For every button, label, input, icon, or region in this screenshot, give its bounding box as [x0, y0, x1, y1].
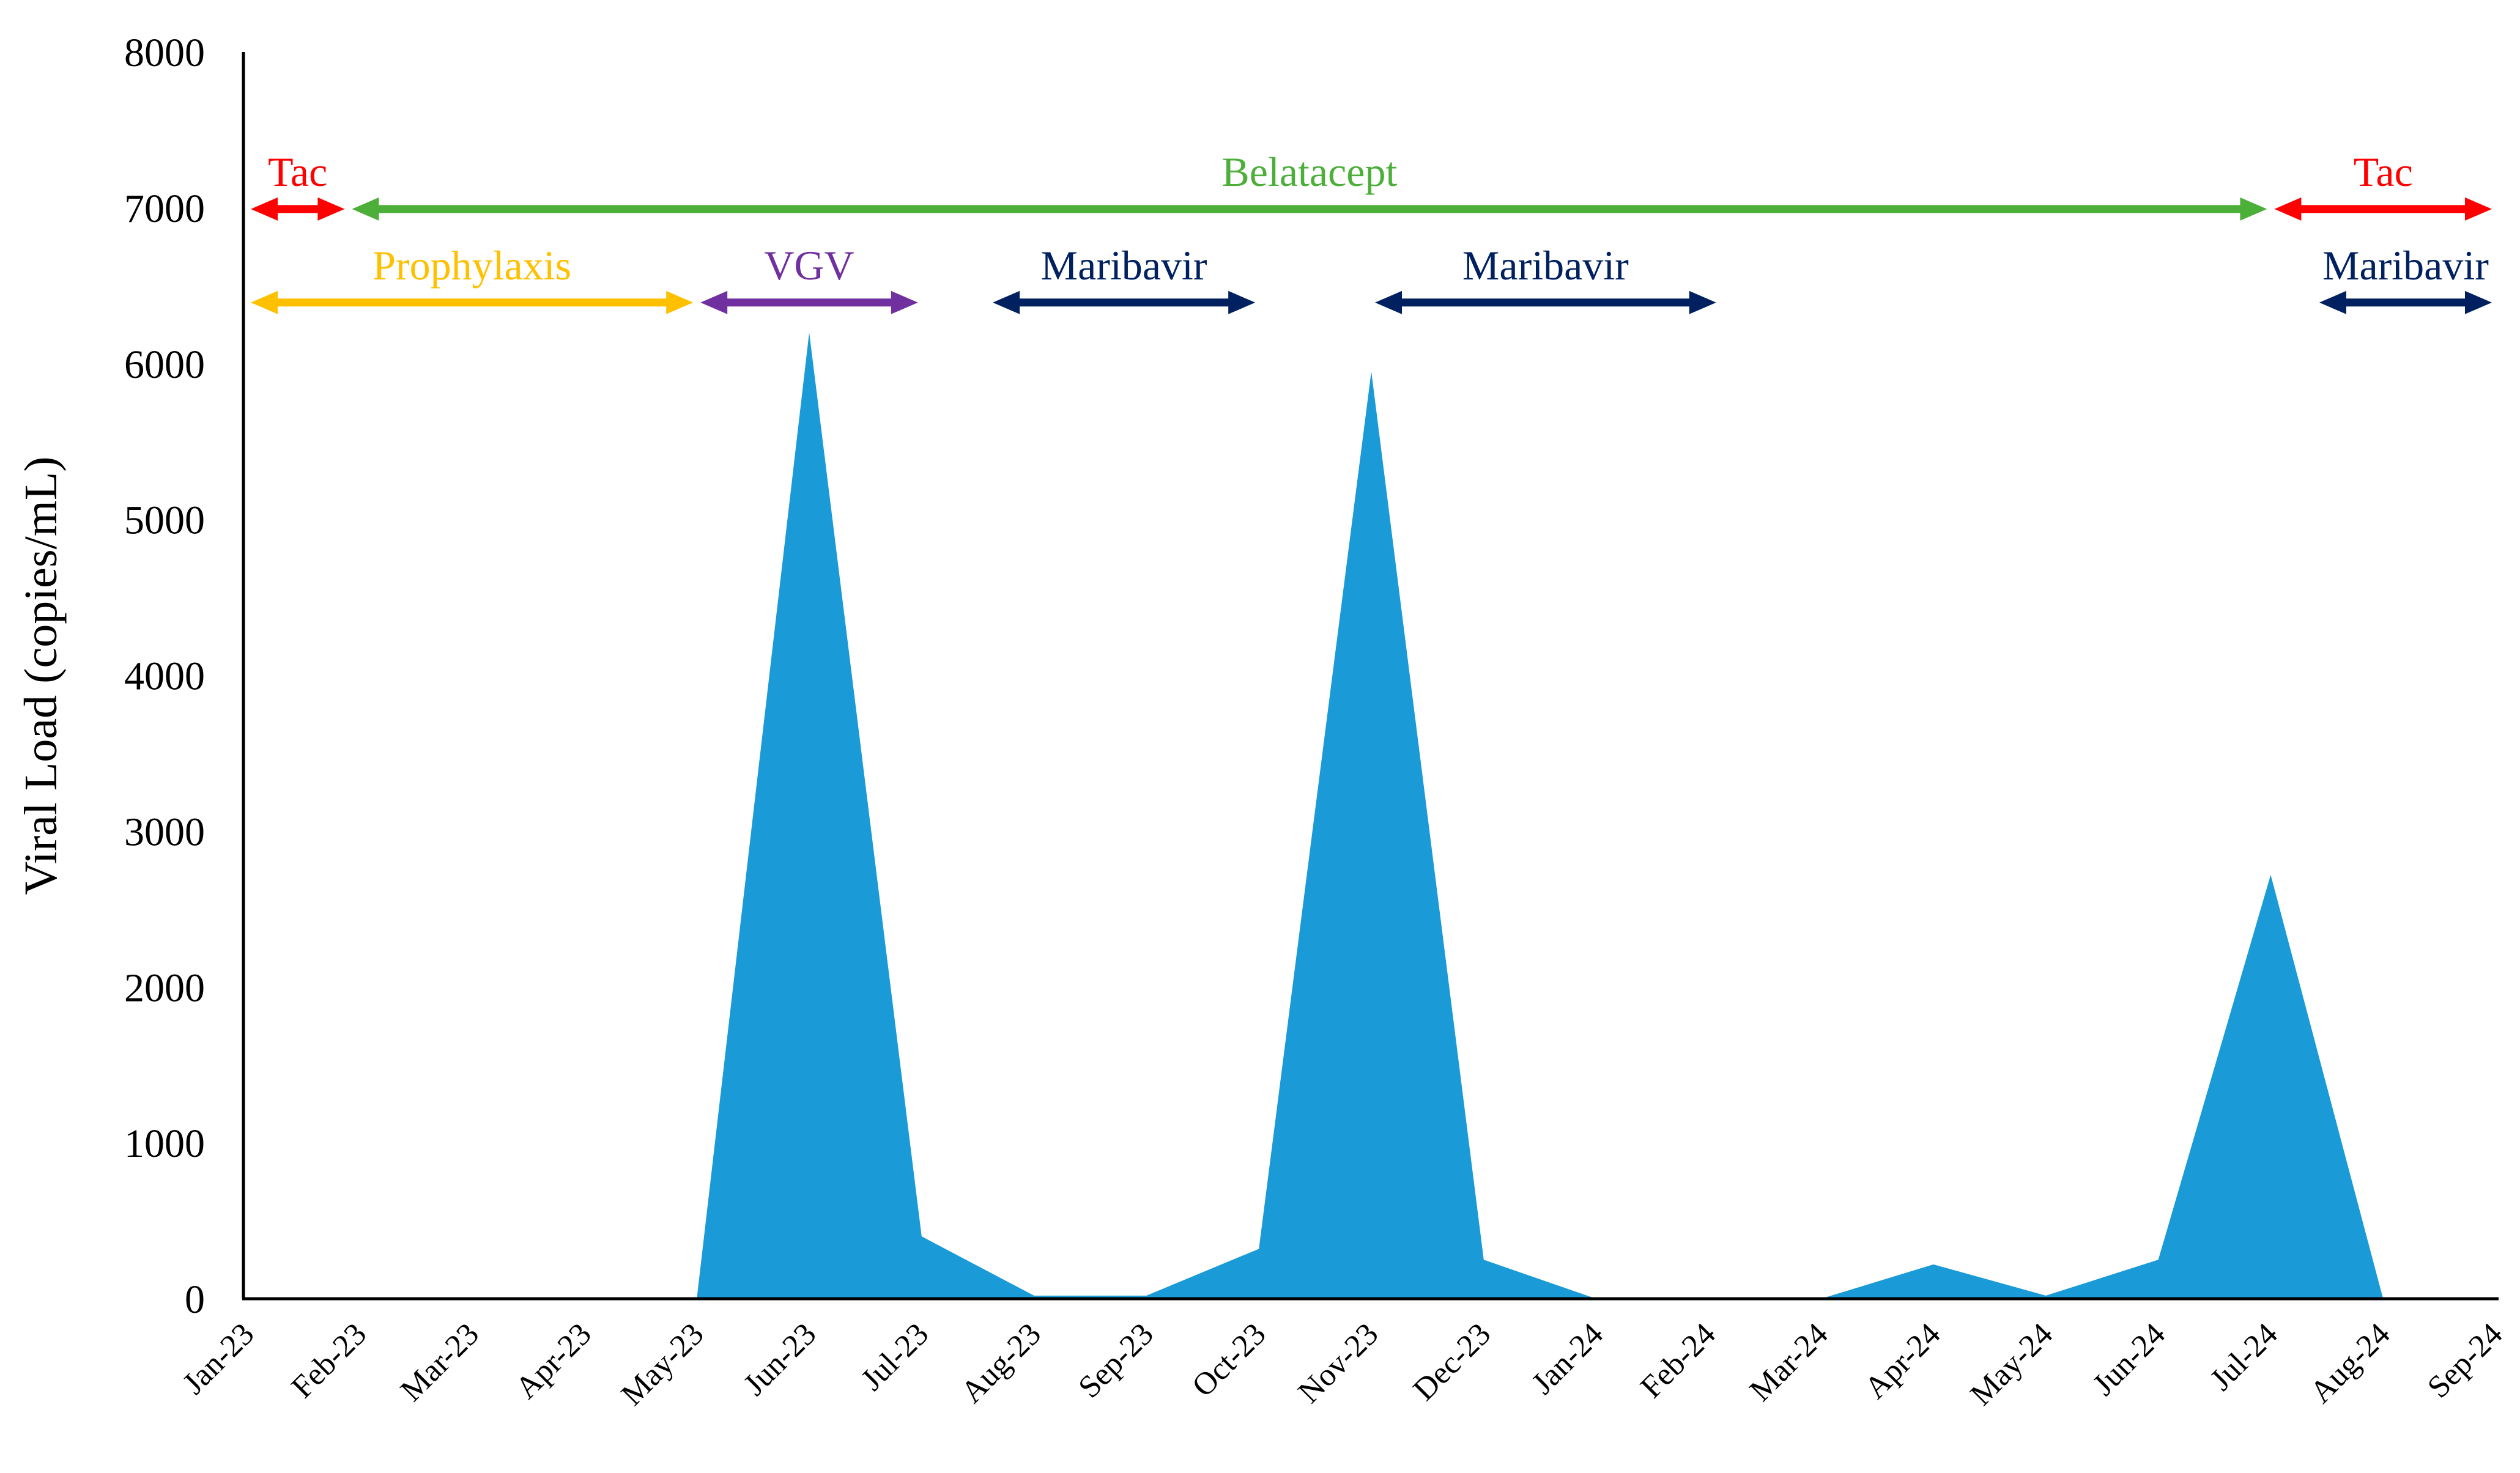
annotation-prophylaxis: Prophylaxis [251, 242, 694, 314]
annotation-tac: Tac [251, 149, 345, 221]
x-tick-label: May-23 [615, 1316, 711, 1412]
annotation-tac: Tac [2274, 149, 2492, 221]
annotation-arrowhead-left [352, 197, 379, 221]
x-tick-label: Mar-23 [394, 1316, 486, 1408]
y-tick-label: 8000 [124, 31, 205, 75]
annotation-label: Belatacept [1221, 149, 1397, 195]
annotation-maribavir: Maribavir [1375, 242, 1716, 314]
y-tick-label: 0 [185, 1277, 205, 1322]
x-tick-label: Jul-24 [2204, 1316, 2285, 1397]
annotation-maribavir: Maribavir [2319, 242, 2492, 314]
annotation-label: Tac [2354, 149, 2413, 195]
annotation-label: Maribavir [2322, 242, 2489, 289]
x-tick-label: Jun-24 [2086, 1316, 2172, 1402]
x-tick-label: Jan-23 [176, 1316, 261, 1401]
annotation-label: VGV [764, 242, 854, 289]
annotation-arrowhead-left [993, 290, 1020, 314]
y-tick-label: 5000 [124, 498, 205, 543]
x-tick-label: Feb-24 [1634, 1316, 1722, 1405]
x-tick-label: Apr-24 [1858, 1316, 1947, 1406]
y-tick-label: 3000 [124, 810, 205, 854]
x-tick-label: Jan-24 [1525, 1316, 1610, 1401]
x-tick-label: Nov-23 [1292, 1316, 1385, 1410]
x-tick-label: Jul-23 [854, 1316, 935, 1397]
x-tick-label: Aug-24 [2303, 1316, 2397, 1410]
annotation-label: Maribavir [1041, 242, 1207, 289]
annotation-arrowhead-left [2319, 290, 2346, 314]
y-tick-label: 6000 [124, 342, 205, 387]
annotation-arrowhead-left [1375, 290, 1402, 314]
x-tick-label: Sep-23 [1072, 1316, 1160, 1405]
x-tick-label: May-24 [1964, 1316, 2060, 1412]
axes [242, 52, 2499, 1301]
x-tick-label: Dec-23 [1407, 1316, 1498, 1408]
y-tick-labels: 0 1000 2000 3000 4000 5000 6000 7000 8000 [124, 31, 205, 1322]
x-tick-label: Oct-23 [1185, 1316, 1272, 1403]
annotation-vgv: VGV [700, 242, 918, 314]
y-tick-label: 2000 [124, 965, 205, 1010]
annotation-arrowhead-left [251, 197, 278, 221]
annotation-label: Tac [268, 149, 327, 195]
area-series-0 [247, 332, 2384, 1299]
annotation-arrowhead-right [666, 290, 694, 314]
annotation-arrowhead-right [2240, 197, 2267, 221]
x-tick-label: Sep-24 [2421, 1316, 2509, 1405]
annotation-arrowhead-right [317, 197, 345, 221]
annotation-belatacept: Belatacept [352, 149, 2267, 221]
annotation-arrowhead-right [891, 290, 918, 314]
annotation-maribavir: Maribavir [993, 242, 1256, 314]
annotation-arrowhead-left [251, 290, 278, 314]
annotation-arrowhead-right [2465, 290, 2492, 314]
y-axis-title: Viral Load (copies/mL) [15, 456, 67, 895]
annotation-arrowhead-right [1228, 290, 1256, 314]
x-tick-label: Mar-24 [1743, 1316, 1835, 1408]
y-tick-label: 4000 [124, 654, 205, 699]
y-tick-label: 7000 [124, 186, 205, 231]
area-layer [247, 332, 2384, 1299]
x-tick-label: Apr-23 [509, 1316, 598, 1406]
annotation-arrowhead-left [700, 290, 728, 314]
annotation-label: Maribavir [1462, 242, 1629, 289]
annotation-arrowhead-right [1689, 290, 1716, 314]
x-tick-label: Aug-23 [954, 1316, 1048, 1410]
treatment-annotations: Tac Belatacept Tac Prophylaxis VGV Maribavir M… [251, 149, 2492, 314]
x-tick-label: Jun-23 [737, 1316, 823, 1402]
annotation-label: Prophylaxis [372, 242, 571, 289]
x-tick-label: Feb-23 [285, 1316, 373, 1405]
annotation-arrowhead-left [2274, 197, 2302, 221]
x-tick-labels: Jan-23 Feb-23 Mar-23 Apr-23 May-23 Jun-23 Jul-… [176, 1316, 2509, 1412]
annotation-arrowhead-right [2465, 197, 2492, 221]
y-tick-label: 1000 [124, 1121, 205, 1166]
